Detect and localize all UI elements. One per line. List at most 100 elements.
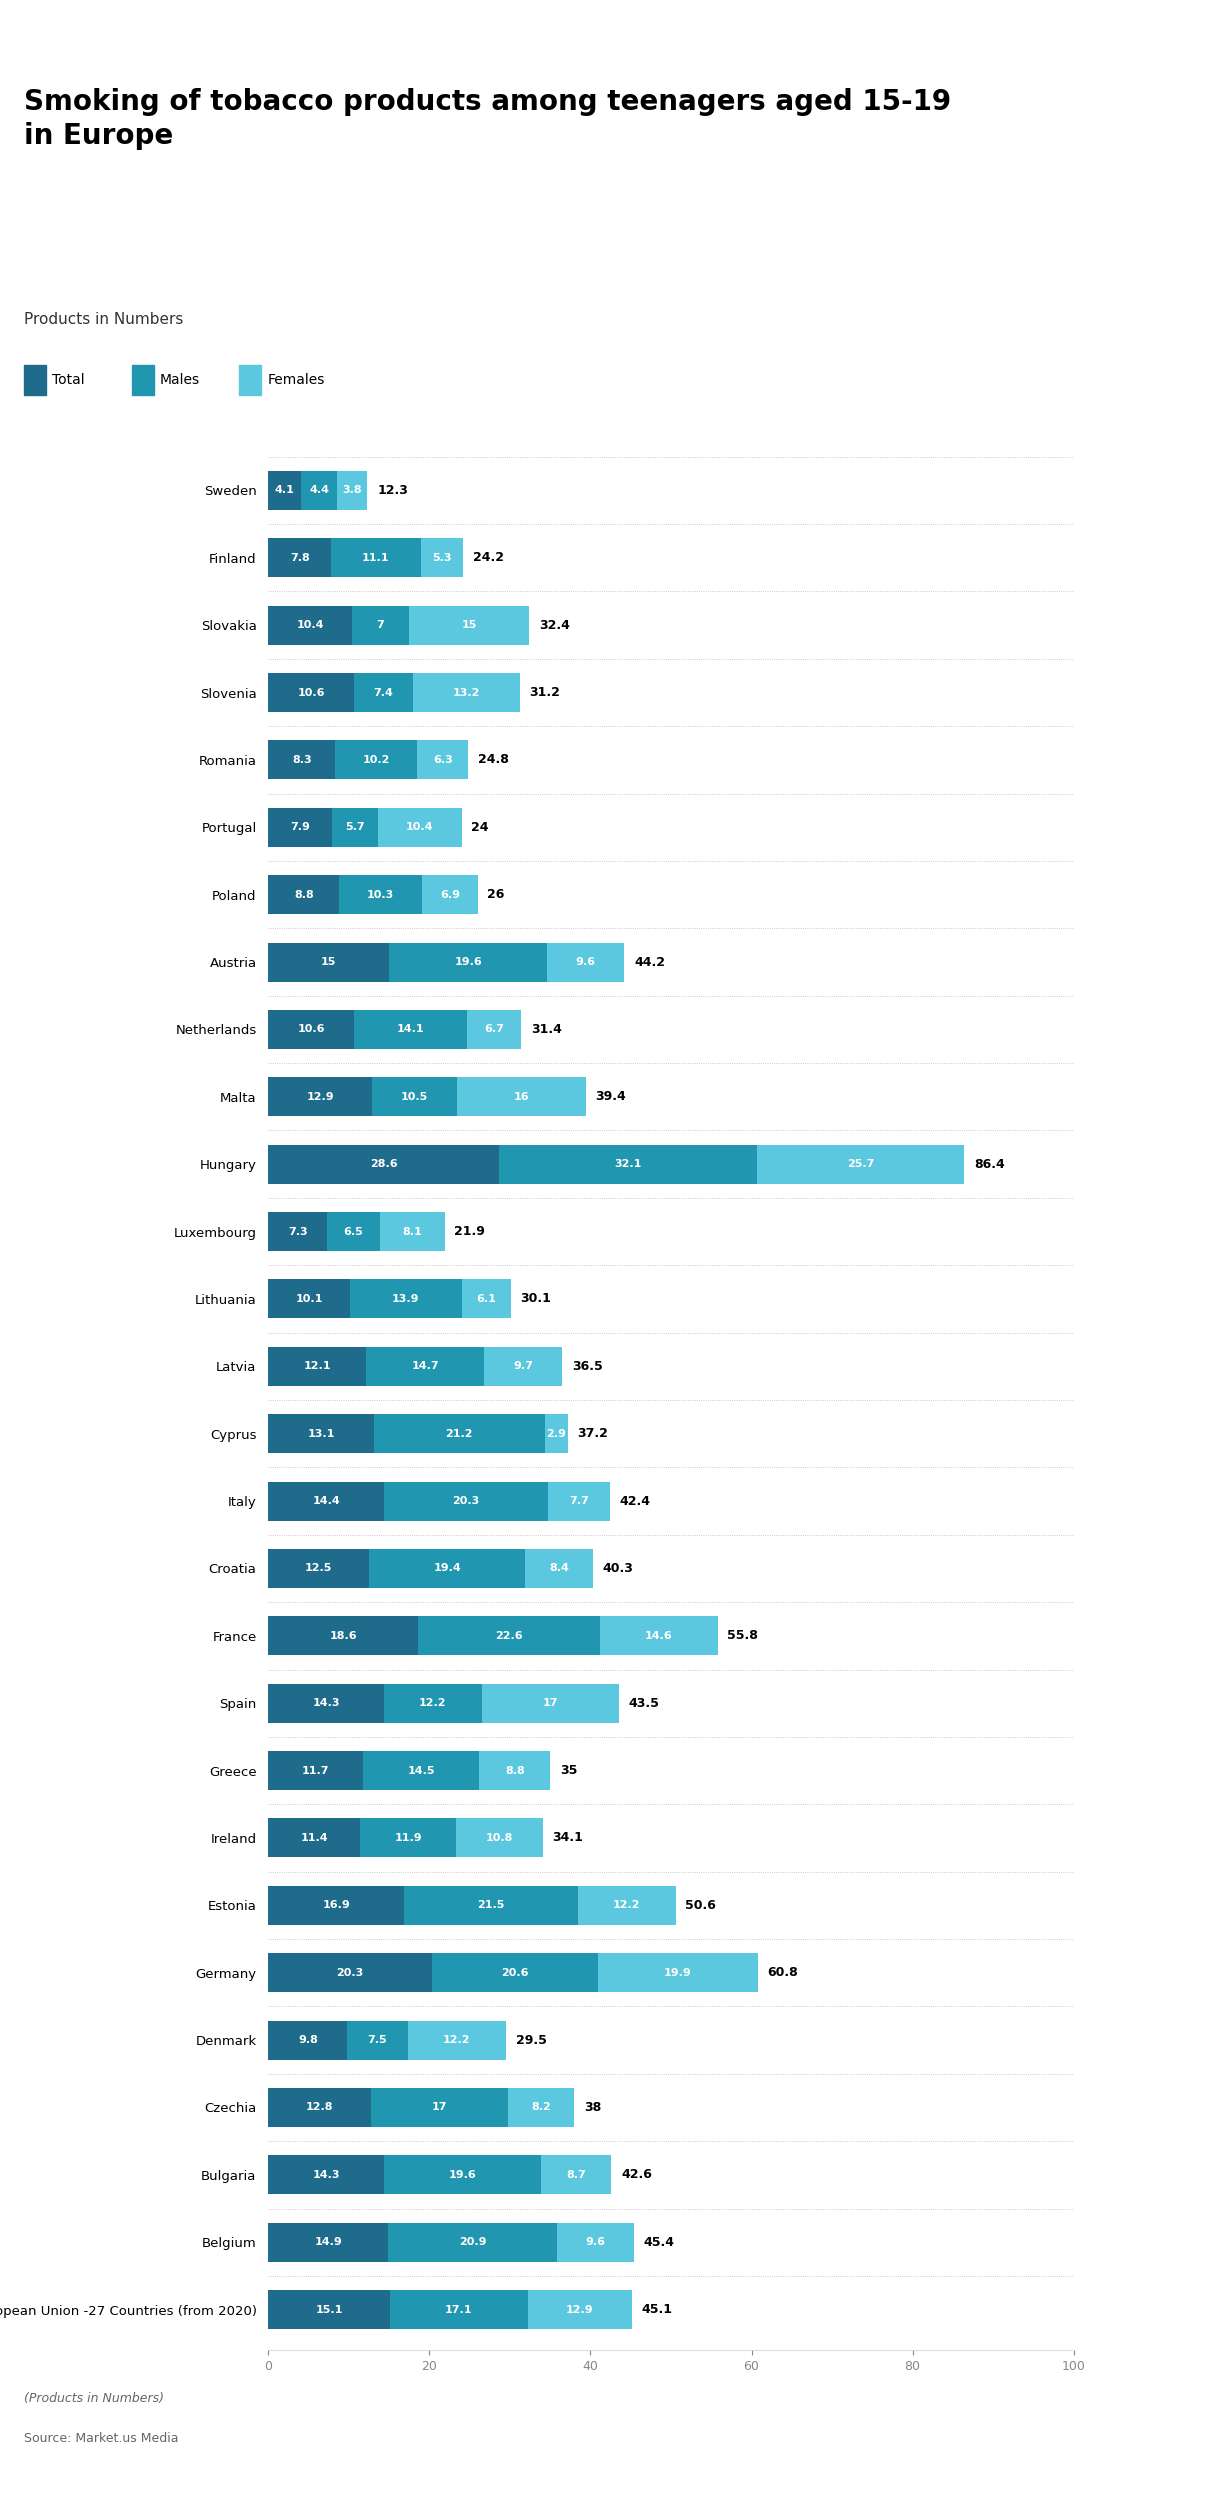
Bar	[547, 942, 625, 982]
Text: 22.6: 22.6	[495, 1630, 523, 1640]
Bar	[368, 1550, 526, 1588]
Text: 8.7: 8.7	[566, 2170, 587, 2180]
Bar	[301, 470, 337, 510]
Bar	[600, 1618, 717, 1655]
Bar	[268, 2155, 383, 2195]
Bar	[389, 942, 547, 982]
Bar	[499, 1145, 758, 1182]
Text: 60.8: 60.8	[767, 1965, 798, 1980]
Text: 50.6: 50.6	[686, 1900, 716, 1912]
Bar	[268, 1952, 432, 1992]
Text: 19.6: 19.6	[454, 958, 482, 968]
Text: (Products in Numbers): (Products in Numbers)	[24, 2392, 165, 2405]
Text: 6.5: 6.5	[344, 1228, 364, 1238]
Text: 7.5: 7.5	[367, 2035, 387, 2045]
Text: 11.1: 11.1	[362, 552, 389, 562]
Text: 18.6: 18.6	[329, 1630, 357, 1640]
Text: 29.5: 29.5	[516, 2032, 547, 2047]
Bar	[268, 875, 339, 915]
Bar	[383, 2155, 542, 2195]
Bar	[388, 2222, 556, 2262]
Text: 15: 15	[461, 620, 477, 630]
Bar	[336, 740, 417, 780]
Bar	[268, 1145, 499, 1182]
Text: 17.1: 17.1	[445, 2305, 472, 2315]
Bar	[354, 672, 414, 712]
Bar	[354, 1010, 467, 1050]
Text: 10.4: 10.4	[406, 822, 433, 832]
Text: 19.9: 19.9	[664, 1968, 692, 1978]
Text: 15: 15	[321, 958, 337, 968]
Text: 6.7: 6.7	[484, 1025, 504, 1035]
Text: 31.4: 31.4	[531, 1022, 561, 1035]
Text: 10.8: 10.8	[486, 1832, 514, 1842]
Bar	[544, 1415, 569, 1452]
Text: 14.6: 14.6	[645, 1630, 672, 1640]
Text: 12.2: 12.2	[443, 2035, 471, 2045]
Bar	[268, 1550, 368, 1588]
Bar	[372, 1078, 456, 1118]
Text: 7.8: 7.8	[290, 552, 310, 562]
Text: 21.2: 21.2	[445, 1427, 473, 1437]
Bar	[348, 2020, 407, 2060]
Text: 15.1: 15.1	[316, 2305, 343, 2315]
Text: 4.1: 4.1	[274, 485, 295, 495]
Text: 37.2: 37.2	[577, 1427, 609, 1440]
Bar	[268, 538, 331, 578]
Text: 9.7: 9.7	[514, 1362, 533, 1372]
Text: 10.2: 10.2	[362, 755, 390, 765]
Text: 7.4: 7.4	[373, 688, 394, 698]
Text: 38: 38	[584, 2100, 601, 2115]
Text: 14.5: 14.5	[407, 1765, 434, 1775]
Text: 8.1: 8.1	[403, 1228, 422, 1238]
Text: 17: 17	[543, 1698, 558, 1708]
Bar	[556, 2222, 634, 2262]
Text: 7.3: 7.3	[288, 1228, 307, 1238]
Text: 6.1: 6.1	[476, 1295, 497, 1305]
Bar	[456, 1078, 586, 1118]
Bar	[362, 1750, 479, 1790]
Bar	[390, 2290, 528, 2330]
Bar	[548, 1482, 610, 1520]
Text: 10.4: 10.4	[296, 620, 325, 630]
Text: 14.1: 14.1	[396, 1025, 425, 1035]
Text: Products in Numbers: Products in Numbers	[24, 312, 184, 328]
Bar	[409, 605, 529, 645]
Bar	[268, 1618, 418, 1655]
Bar	[418, 1618, 600, 1655]
Text: 12.1: 12.1	[304, 1362, 331, 1372]
Bar	[268, 1348, 366, 1385]
Bar	[268, 808, 332, 848]
Text: 24.8: 24.8	[478, 752, 509, 768]
Bar	[268, 605, 353, 645]
Text: 14.4: 14.4	[312, 1495, 340, 1505]
Bar	[353, 605, 409, 645]
Text: 10.6: 10.6	[298, 688, 325, 698]
Text: 13.1: 13.1	[307, 1427, 334, 1437]
Text: 8.8: 8.8	[505, 1765, 525, 1775]
Bar	[339, 875, 422, 915]
Text: 13.9: 13.9	[392, 1295, 420, 1305]
Bar	[331, 538, 421, 578]
Bar	[526, 1550, 593, 1588]
Bar	[360, 1818, 456, 1858]
Bar	[337, 470, 367, 510]
Bar	[268, 1212, 327, 1250]
Text: 10.1: 10.1	[295, 1295, 323, 1305]
Bar	[379, 1212, 445, 1250]
Text: 14.3: 14.3	[312, 2170, 339, 2180]
Text: 20.6: 20.6	[501, 1968, 528, 1978]
Bar	[268, 470, 301, 510]
Text: 12.9: 12.9	[306, 1092, 334, 1102]
Bar	[268, 672, 354, 712]
Bar	[327, 1212, 379, 1250]
Text: 34.1: 34.1	[553, 1832, 583, 1845]
Text: 20.3: 20.3	[337, 1968, 364, 1978]
Bar	[268, 942, 389, 982]
Bar	[268, 2290, 390, 2330]
Bar	[484, 1348, 562, 1385]
Bar	[268, 2020, 348, 2060]
Text: 40.3: 40.3	[603, 1562, 633, 1575]
Text: 14.3: 14.3	[312, 1698, 339, 1708]
Text: 17: 17	[432, 2102, 448, 2112]
